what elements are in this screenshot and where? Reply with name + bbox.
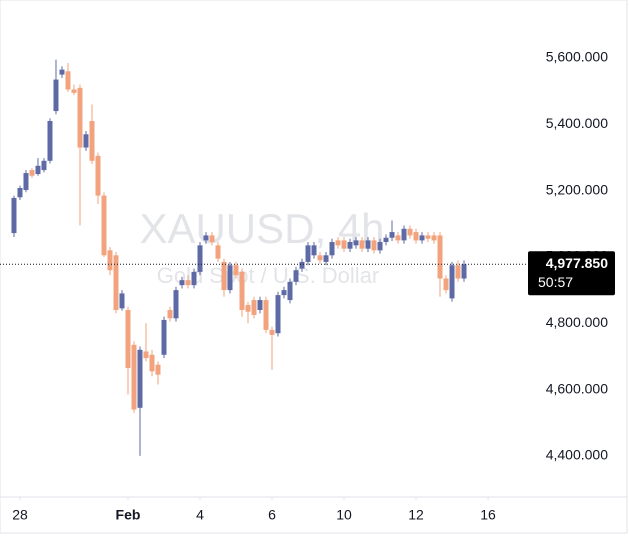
candle-body — [311, 245, 317, 256]
x-tick-label: 4 — [196, 507, 204, 523]
candle-body — [455, 265, 461, 279]
countdown-label: 50:57 — [538, 274, 573, 290]
candle-body — [419, 235, 425, 241]
candle-body — [35, 165, 41, 175]
x-tick-label: 10 — [336, 507, 352, 523]
candle-body — [377, 242, 383, 251]
candle-body — [257, 300, 263, 311]
candle-body — [251, 300, 257, 315]
last-price-label: 4,977.850 — [546, 255, 608, 271]
candle-body — [425, 235, 431, 239]
y-tick-label: 5,200.000 — [546, 181, 608, 197]
candle-body — [65, 71, 71, 90]
candle-body — [329, 242, 335, 256]
x-tick-label: Feb — [116, 507, 141, 523]
candle-body — [269, 329, 275, 335]
y-tick-label: 4,400.000 — [546, 447, 608, 463]
x-tick-label: 6 — [268, 507, 276, 523]
y-tick-label: 4,800.000 — [546, 314, 608, 330]
candle-body — [239, 271, 245, 311]
candle-body — [233, 265, 239, 276]
candle-body — [41, 160, 47, 171]
candle-body — [335, 240, 341, 246]
candle-body — [323, 255, 329, 262]
candle-body — [449, 265, 455, 299]
price-label-box — [528, 251, 615, 296]
candle-body — [227, 265, 233, 291]
candle-body — [365, 240, 371, 249]
candle-body — [23, 173, 29, 190]
candle-body — [71, 89, 77, 93]
candle-body — [53, 79, 59, 112]
candle-body — [353, 240, 359, 246]
candle-body — [179, 280, 185, 286]
candle-body — [299, 261, 305, 269]
candle-body — [245, 305, 251, 312]
candle-body — [29, 170, 35, 176]
candle-body — [341, 240, 347, 249]
y-tick-label: 5,400.000 — [546, 115, 608, 131]
candle-body — [167, 310, 173, 319]
candle-body — [47, 121, 53, 161]
candle-body — [281, 290, 287, 296]
candle-body — [185, 280, 191, 286]
y-tick-label: 4,600.000 — [546, 380, 608, 396]
candle-body — [407, 228, 413, 236]
candle-body — [83, 134, 89, 148]
candle-body — [443, 278, 449, 291]
candle-body — [395, 235, 401, 241]
candle-body — [461, 264, 467, 279]
y-tick-label: 5,600.000 — [546, 49, 608, 65]
candle-body — [137, 349, 143, 408]
candle-body — [221, 261, 227, 291]
candle-body — [77, 87, 83, 148]
candle-body — [17, 187, 23, 198]
candle-body — [317, 255, 323, 261]
candle-body — [143, 351, 149, 359]
candle-body — [383, 237, 389, 243]
candle-body — [275, 295, 281, 334]
candle-body — [305, 245, 311, 262]
candle-body — [263, 300, 269, 330]
x-tick-label: 12 — [408, 507, 424, 523]
candle-body — [173, 290, 179, 319]
candle-body — [89, 121, 95, 161]
x-tick-label: 16 — [480, 507, 496, 523]
candle-body — [287, 281, 293, 301]
chart-frame — [0, 0, 628, 534]
candle-body — [413, 232, 419, 241]
candle-body — [209, 235, 215, 243]
candle-body — [359, 240, 365, 249]
candle-body — [197, 245, 203, 272]
candle-body — [149, 354, 155, 372]
candle-body — [155, 364, 161, 375]
candle-body — [11, 197, 17, 234]
candle-body — [203, 235, 209, 241]
candle-body — [125, 310, 131, 369]
candle-body — [347, 242, 353, 249]
candle-body — [401, 228, 407, 241]
candle-body — [131, 344, 137, 410]
candle-body — [389, 232, 395, 238]
candle-body — [59, 69, 65, 75]
candle-body — [431, 235, 437, 241]
candle-body — [437, 235, 443, 279]
x-tick-label: 28 — [12, 507, 28, 523]
candle-body — [215, 245, 221, 259]
candle-body — [371, 240, 377, 251]
candle-body — [191, 271, 197, 286]
candle-body — [95, 155, 101, 196]
candle-body — [107, 250, 113, 271]
candle-body — [101, 195, 107, 256]
candle-body — [161, 319, 167, 355]
candle-body — [113, 255, 119, 311]
candle-body — [119, 293, 125, 309]
candle-body — [293, 270, 299, 282]
